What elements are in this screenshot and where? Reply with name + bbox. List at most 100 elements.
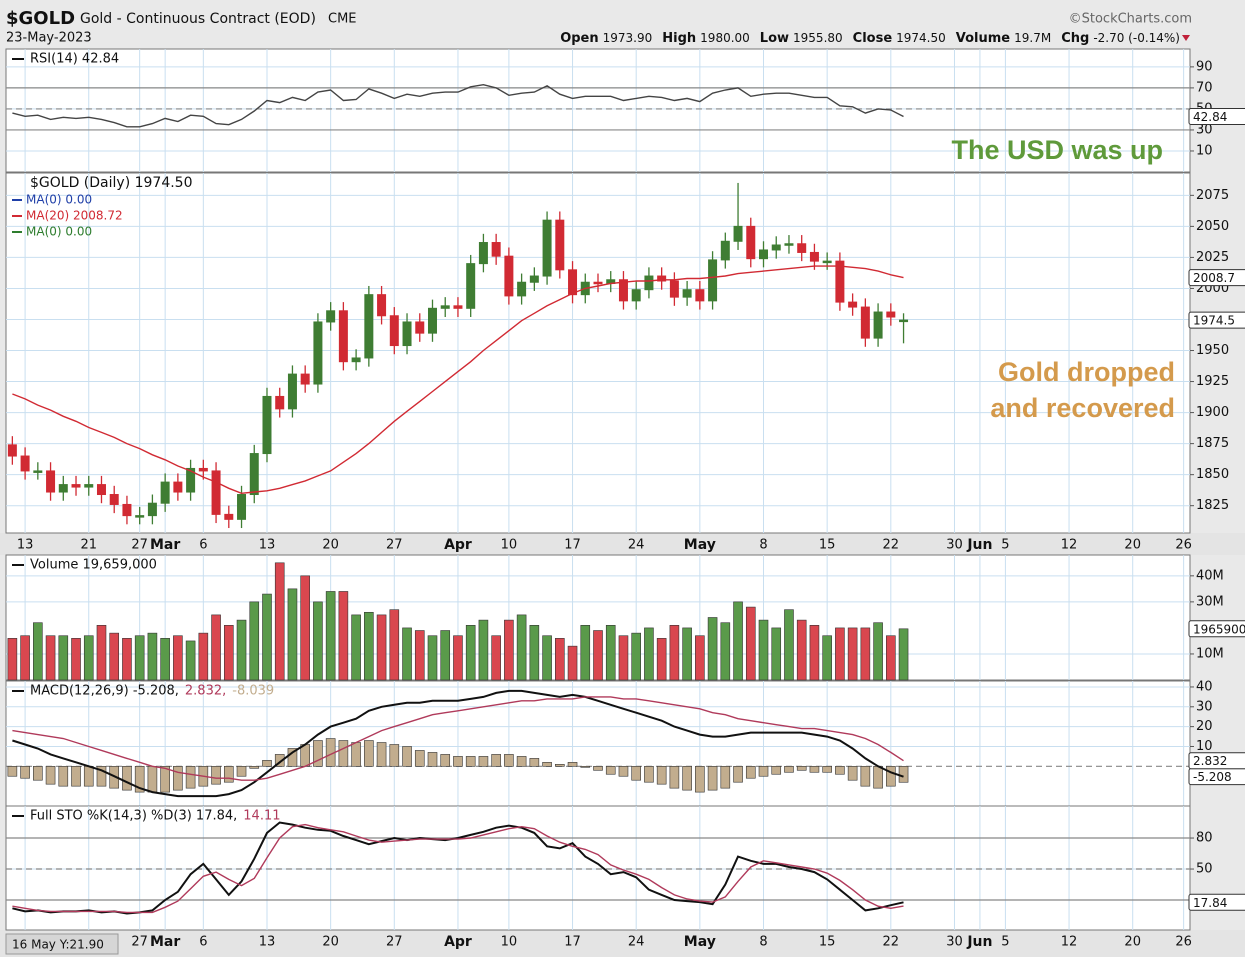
candle-body <box>7 444 17 457</box>
bar <box>656 766 667 785</box>
x-tick-label: 5 <box>1001 538 1009 553</box>
bar <box>389 609 400 681</box>
bar <box>236 766 247 777</box>
x-tick-label: Mar <box>150 934 180 950</box>
bar <box>784 766 794 773</box>
x-tick-label: 13 <box>17 538 34 553</box>
x-tick-label: 13 <box>259 935 276 950</box>
y-tick-label: 10 <box>1196 739 1213 754</box>
bar <box>529 758 540 767</box>
candle-body <box>71 484 81 488</box>
x-tick-label: 10 <box>501 538 518 553</box>
candle-body <box>389 315 399 347</box>
legend-label: 14.11 <box>243 809 280 824</box>
bar <box>733 766 743 783</box>
candle-body <box>20 455 30 472</box>
x-tick-label: Mar <box>150 537 180 553</box>
bar <box>45 635 56 681</box>
bar <box>287 588 298 681</box>
bar <box>580 625 591 681</box>
bar <box>71 766 81 787</box>
bar <box>504 619 514 681</box>
y-tick-label: 2075 <box>1196 188 1229 203</box>
legend-label: MA(20) 2008.72 <box>26 209 123 223</box>
bar <box>376 614 387 681</box>
candle-body <box>364 294 374 359</box>
bar <box>733 601 743 681</box>
quote-value: 19.7M <box>1014 31 1051 45</box>
bar <box>364 611 374 681</box>
panel-title: $GOLD (Daily) 1974.50 <box>30 175 193 191</box>
x-tick-label: 10 <box>501 935 518 950</box>
bar <box>542 635 552 681</box>
candle-body <box>147 502 157 517</box>
candle-body <box>313 321 323 385</box>
candle-body <box>275 395 285 410</box>
legend-label: MACD(12,26,9) -5.208, <box>30 684 179 699</box>
quote-key: Open <box>560 31 598 46</box>
quote-key: Chg <box>1061 31 1089 46</box>
candle-body <box>848 301 858 308</box>
bar <box>249 601 260 681</box>
bar <box>720 766 731 789</box>
bar <box>695 635 705 681</box>
quote-value: 1980.00 <box>700 31 750 45</box>
y-tick-label: 1950 <box>1196 343 1229 358</box>
last-value-label: -5.208 <box>1193 770 1232 784</box>
candle-body <box>631 289 641 302</box>
bar <box>96 766 107 787</box>
bar <box>33 766 43 781</box>
bar <box>631 766 641 781</box>
bar <box>414 750 425 767</box>
x-tick-label: 8 <box>759 935 767 950</box>
bar <box>491 754 501 767</box>
x-tick-label: 27 <box>386 935 403 950</box>
legend-label: Full STO %K(14,3) %D(3) 17.84, <box>30 809 237 824</box>
annotation: and recovered <box>990 393 1175 423</box>
bar <box>338 591 349 681</box>
bar <box>605 625 616 681</box>
change-arrow <box>1182 35 1190 41</box>
bar <box>707 617 718 681</box>
x-tick-label: 26 <box>1175 538 1192 553</box>
quote-key: Low <box>760 31 789 46</box>
candle-body <box>287 373 297 410</box>
candle-body <box>822 260 832 264</box>
x-tick-label: 15 <box>819 538 836 553</box>
quote-value: -2.70 (-0.14%) <box>1093 31 1180 45</box>
y-tick-label: 10M <box>1196 646 1224 661</box>
candle-body <box>84 484 94 488</box>
bar <box>529 625 540 681</box>
candle-body <box>682 289 692 298</box>
bar <box>414 630 425 681</box>
x-tick-label: 15 <box>819 935 836 950</box>
quote: Open 1973.90 High 1980.00 Low 1955.80 Close 197… <box>560 31 1180 46</box>
bar <box>300 744 310 767</box>
bar <box>147 766 158 793</box>
bar <box>796 619 807 681</box>
instrument-name: Gold - Continuous Contract (EOD) <box>80 11 316 27</box>
candle-body <box>58 484 68 493</box>
candle-body <box>593 281 603 285</box>
candle-body <box>351 357 361 363</box>
x-tick-label: Apr <box>444 934 472 950</box>
bar <box>682 766 692 791</box>
last-value-label: 19659000 <box>1193 622 1245 636</box>
x-tick-label: Apr <box>444 537 472 553</box>
bar <box>886 766 896 787</box>
date-axis-band <box>0 533 1245 555</box>
last-value-label: 42.84 <box>1193 110 1227 124</box>
candle-body <box>809 251 819 262</box>
bar <box>669 625 680 681</box>
bar <box>555 638 565 681</box>
x-tick-label: 21 <box>80 538 97 553</box>
bar <box>109 632 120 681</box>
candle-body <box>491 242 501 257</box>
bar <box>618 635 629 681</box>
bar <box>822 766 832 773</box>
bar <box>185 640 196 681</box>
y-tick-label: 10 <box>1196 143 1213 158</box>
candle-body <box>860 306 870 339</box>
bar <box>325 591 336 681</box>
bar <box>211 614 221 681</box>
